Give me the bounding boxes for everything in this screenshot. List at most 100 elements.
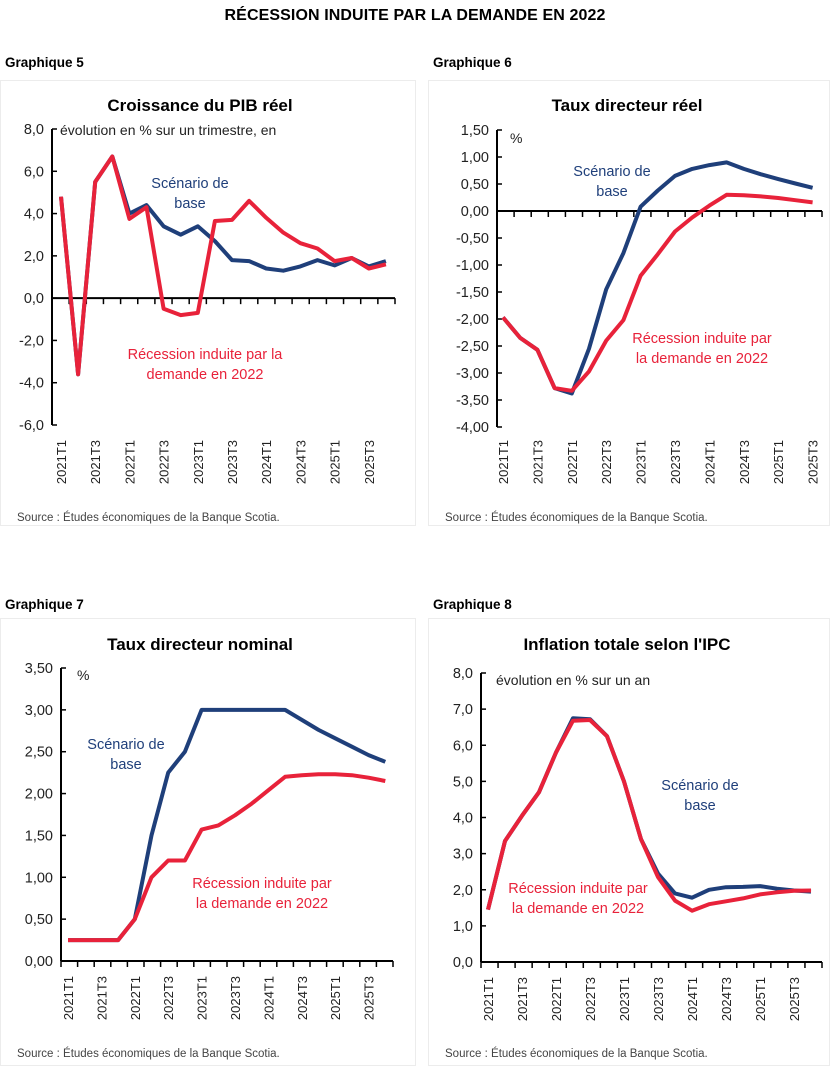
x-tick-label: 2025T3 [787, 977, 802, 1021]
y-tick-label: -3,50 [456, 393, 489, 409]
x-tick-label: 2023T1 [634, 440, 649, 484]
x-tick-label: 2022T1 [122, 440, 137, 484]
series-line-recession [501, 192, 813, 393]
x-tick-label: 2023T1 [195, 976, 210, 1020]
series-annotation-recession: Récession induite par la [128, 347, 284, 363]
chart-g8: Inflation totale selon l'IPC évolution en… [445, 635, 823, 1060]
y-tick-label: 8,0 [453, 666, 473, 682]
series-annotation-recession: la demande en 2022 [512, 901, 644, 917]
y-tick-label: 2,0 [24, 249, 44, 265]
x-tick-label: 2021T3 [515, 977, 530, 1021]
y-tick-label: -3,00 [456, 366, 489, 382]
x-tick-label: 2021T3 [94, 976, 109, 1020]
x-tick-label: 2024T3 [293, 440, 308, 484]
x-tick-label: 2022T3 [157, 440, 172, 484]
x-tick-label: 2025T3 [362, 976, 377, 1020]
series-annotation-base: base [684, 798, 715, 814]
graph-label-g8: Graphique 8 [433, 597, 512, 612]
x-tick-label: 2022T3 [583, 977, 598, 1021]
x-tick-label: 2024T1 [259, 440, 274, 484]
y-tick-label: 4,0 [453, 811, 473, 827]
chart-title: Taux directeur réel [552, 96, 703, 115]
series-annotation-base: Scénario de [573, 164, 650, 180]
x-tick-label: 2022T1 [565, 440, 580, 484]
series-annotation-base: Scénario de [661, 778, 738, 794]
series-annotation-base: Scénario de [87, 737, 164, 753]
x-tick-label: 2024T3 [719, 977, 734, 1021]
x-tick-label: 2021T1 [496, 440, 511, 484]
chart-g7: Taux directeur nominal% 3,50 3,00 2,50 2,00 1… [17, 635, 394, 1060]
y-tick-label: 0,00 [25, 954, 53, 970]
chart-frame-g5 [0, 80, 416, 526]
x-tick-label: 2024T3 [295, 976, 310, 1020]
chart-frame-g7 [0, 618, 416, 1066]
x-tick-label: 2025T1 [753, 977, 768, 1021]
y-tick-label: 2,00 [25, 787, 53, 803]
x-tick-label: 2024T1 [261, 976, 276, 1020]
y-tick-label: 1,00 [25, 870, 53, 886]
y-tick-label: -6,0 [19, 418, 44, 434]
series-annotation-base: base [596, 184, 627, 200]
source-note: Source : Études économiques de la Banque… [17, 1047, 280, 1060]
series-line-recession [59, 154, 387, 377]
y-tick-label: 7,0 [453, 702, 473, 718]
y-tick-label: 8,0 [24, 122, 44, 138]
series-annotation-recession: la demande en 2022 [636, 351, 768, 367]
y-tick-label: -1,00 [456, 258, 489, 274]
series-annotation-base: base [174, 196, 205, 212]
x-tick-label: 2024T3 [737, 440, 752, 484]
x-tick-label: 2023T3 [228, 976, 243, 1020]
y-tick-label: -2,00 [456, 312, 489, 328]
x-tick-label: 2025T3 [362, 440, 377, 484]
x-tick-label: 2023T3 [225, 440, 240, 484]
series-annotation-recession: Récession induite par [192, 876, 332, 892]
series-annotation-base: base [110, 757, 141, 773]
chart-title: Inflation totale selon l'IPC [523, 635, 730, 654]
unit-note: % [77, 667, 89, 683]
y-tick-label: -0,50 [456, 231, 489, 247]
graph-label-g7: Graphique 7 [5, 597, 84, 612]
series-line-recession [68, 772, 386, 943]
y-tick-label: 1,00 [461, 150, 489, 166]
y-tick-label: 6,0 [24, 164, 44, 180]
y-tick-label: -4,0 [19, 376, 44, 392]
x-tick-label: 2025T1 [771, 440, 786, 484]
y-tick-label: 0,50 [461, 177, 489, 193]
source-note: Source : Études économiques de la Banque… [445, 1047, 708, 1060]
x-tick-label: 2023T3 [651, 977, 666, 1021]
x-tick-label: 2024T1 [685, 977, 700, 1021]
y-tick-label: 6,0 [453, 738, 473, 754]
unit-note: évolution en % sur un an [496, 672, 650, 688]
chart-title: Croissance du PIB réel [107, 96, 292, 115]
y-tick-label: 3,50 [25, 661, 53, 677]
y-tick-label: 0,0 [453, 955, 473, 971]
y-tick-label: -2,0 [19, 333, 44, 349]
source-note: Source : Études économiques de la Banque… [445, 511, 708, 524]
x-tick-label: 2021T3 [88, 440, 103, 484]
y-tick-label: 3,00 [25, 703, 53, 719]
y-tick-label: -4,00 [456, 420, 489, 436]
page-title: RÉCESSION INDUITE PAR LA DEMANDE EN 2022 [224, 7, 606, 24]
chart-g5: Croissance du PIB réel évolution en % sur… [17, 96, 396, 524]
series-annotation-recession: demande en 2022 [147, 367, 264, 383]
x-tick-label: 2021T1 [61, 976, 76, 1020]
graph-label-g6: Graphique 6 [433, 55, 512, 70]
x-tick-label: 2024T1 [702, 440, 717, 484]
x-tick-label: 2021T1 [54, 440, 69, 484]
x-tick-label: 2025T1 [328, 976, 343, 1020]
series-annotation-recession: la demande en 2022 [196, 896, 328, 912]
x-tick-label: 2021T3 [530, 440, 545, 484]
x-tick-label: 2022T1 [128, 976, 143, 1020]
chart-title: Taux directeur nominal [107, 635, 293, 654]
unit-note: évolution en % sur un trimestre, en [60, 122, 276, 138]
x-tick-label: 2022T3 [161, 976, 176, 1020]
x-tick-label: 2025T1 [328, 440, 343, 484]
y-tick-label: 0,50 [25, 912, 53, 928]
y-tick-label: 0,0 [24, 291, 44, 307]
y-tick-label: 2,50 [25, 745, 53, 761]
series-annotation-base: Scénario de [151, 176, 228, 192]
y-tick-label: -2,50 [456, 339, 489, 355]
x-tick-label: 2021T1 [481, 977, 496, 1021]
series-annotation-recession: Récession induite par [632, 331, 772, 347]
